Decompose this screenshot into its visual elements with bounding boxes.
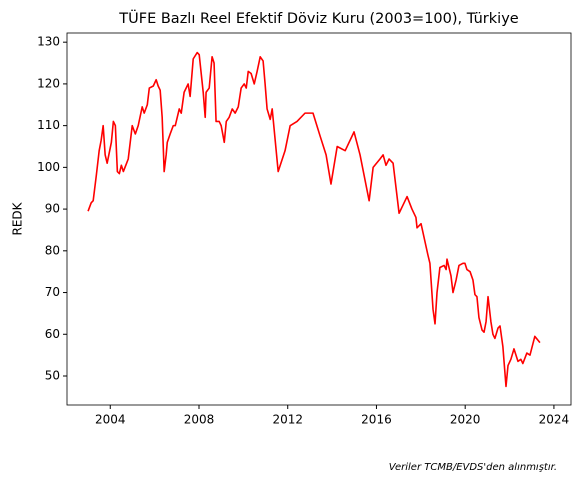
source-note: Veriler TCMB/EVDS'den alınmıştır. bbox=[389, 462, 557, 473]
y-tick-label: 70 bbox=[45, 285, 60, 299]
y-tick-label: 50 bbox=[45, 368, 60, 382]
y-tick-label: 110 bbox=[37, 118, 60, 132]
y-tick-label: 80 bbox=[45, 243, 60, 257]
x-tick-label: 2024 bbox=[539, 413, 570, 427]
y-axis-label: REDK bbox=[11, 201, 25, 235]
x-tick-label: 2020 bbox=[450, 413, 481, 427]
y-tick-label: 60 bbox=[45, 327, 60, 341]
y-tick-label: 120 bbox=[37, 76, 60, 90]
y-tick-label: 100 bbox=[37, 160, 60, 174]
plot-frame bbox=[66, 32, 572, 406]
x-tick-label: 2008 bbox=[184, 413, 215, 427]
x-tick-label: 2004 bbox=[95, 413, 126, 427]
chart-title: TÜFE Bazlı Reel Efektif Döviz Kuru (2003… bbox=[118, 9, 518, 27]
x-tick-label: 2012 bbox=[272, 413, 303, 427]
y-tick-label: 130 bbox=[37, 35, 60, 49]
y-tick-label: 90 bbox=[45, 202, 60, 216]
data-line bbox=[87, 51, 541, 388]
x-tick-label: 2016 bbox=[361, 413, 392, 427]
